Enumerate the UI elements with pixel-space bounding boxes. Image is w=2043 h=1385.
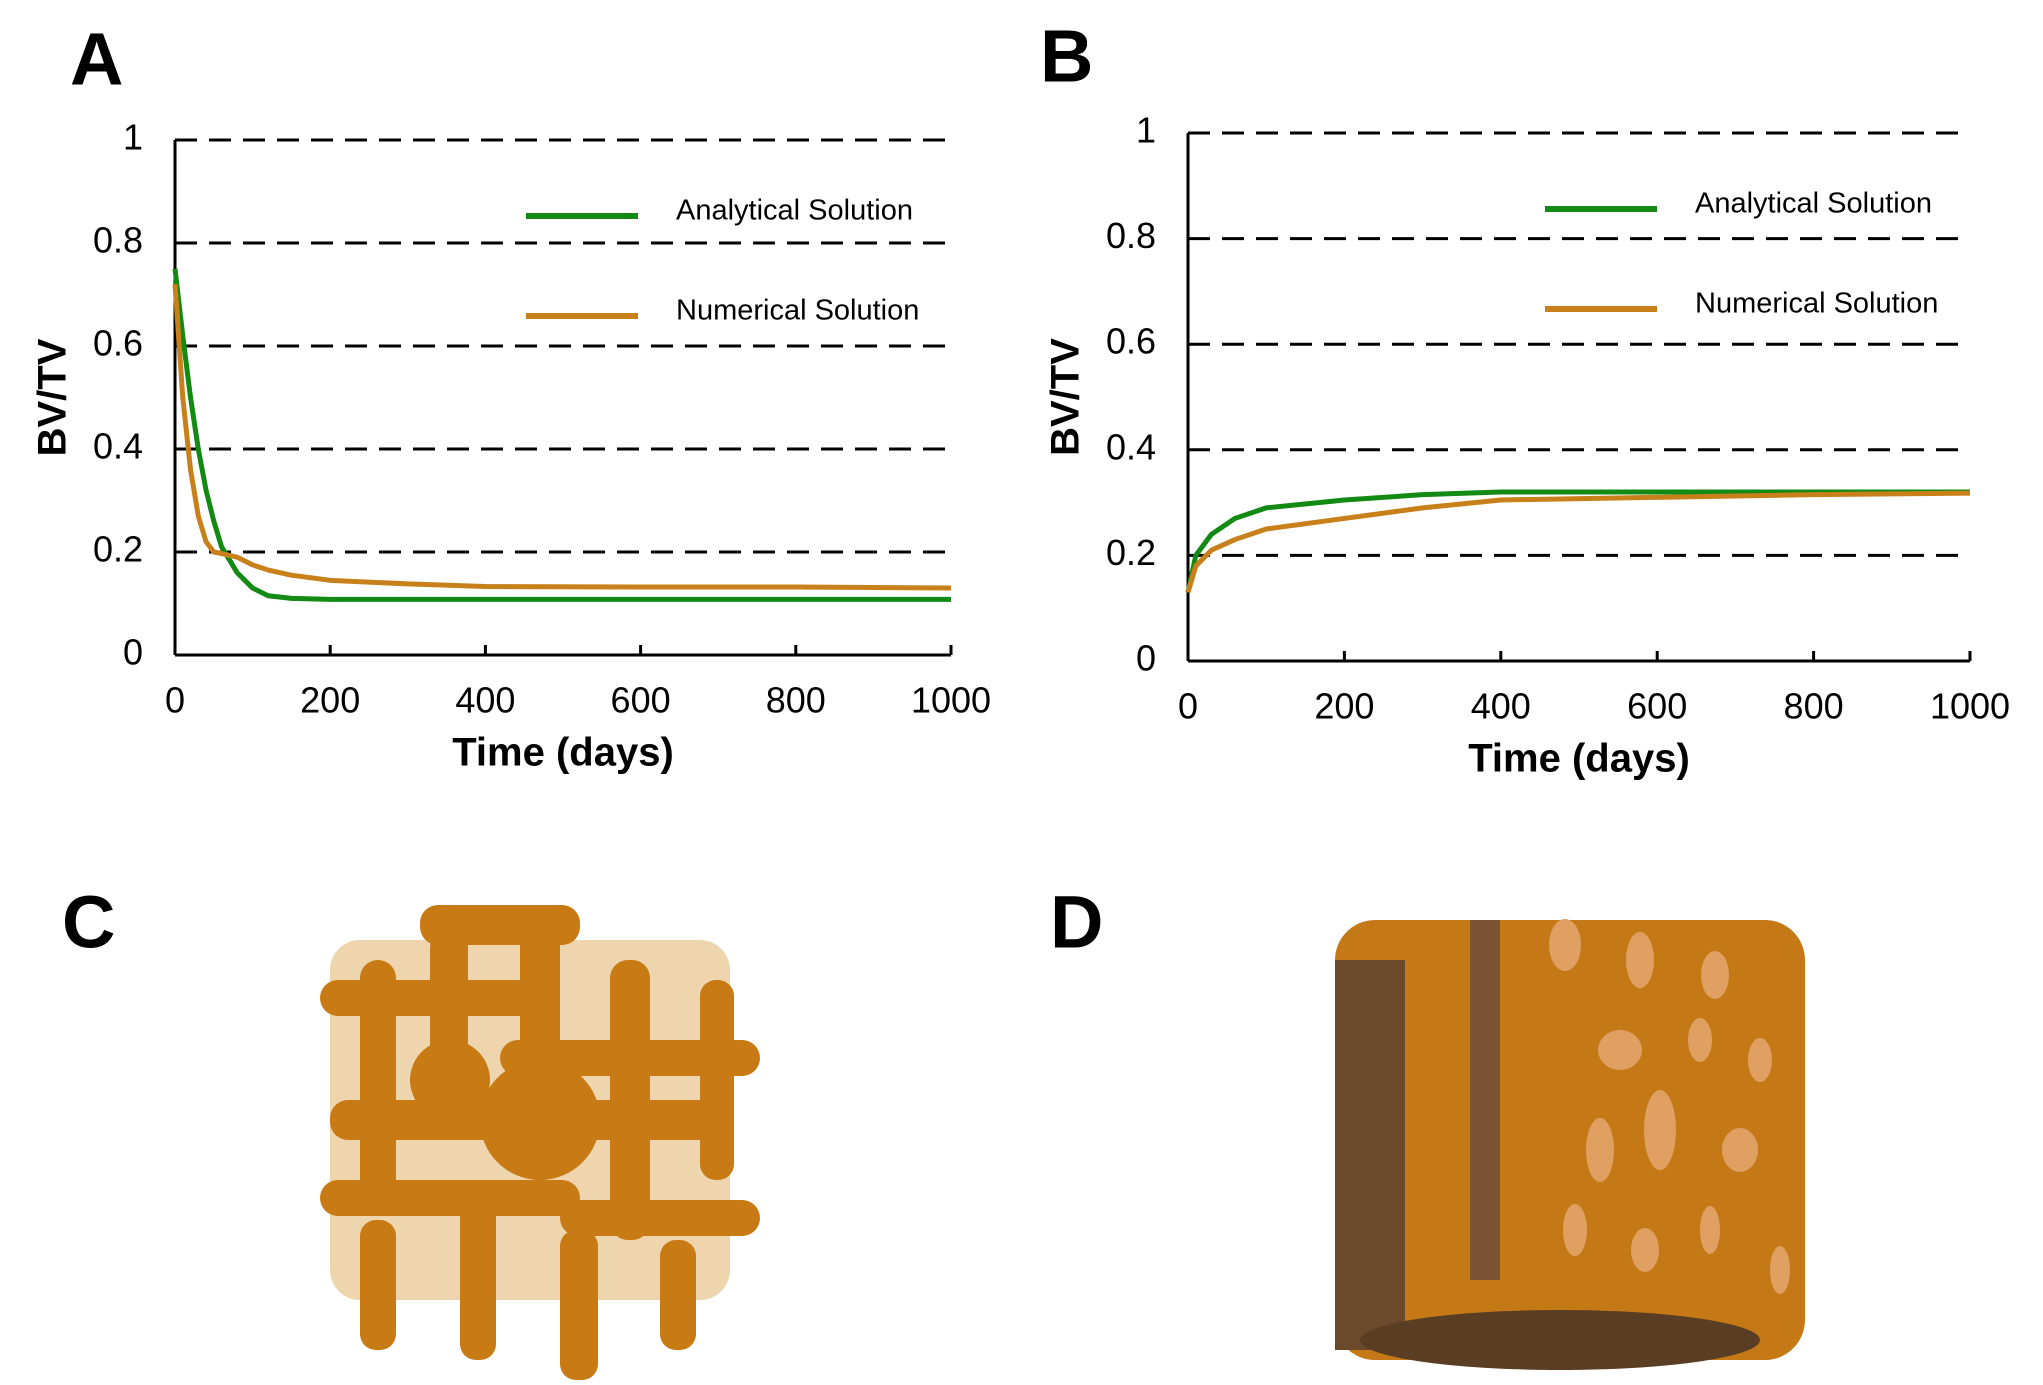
y-tick-label: 1	[1136, 110, 1156, 151]
y-tick-label: 0.8	[1106, 215, 1156, 256]
y-tick-label: 0.2	[1106, 532, 1156, 573]
legend-label: Numerical Solution	[676, 295, 919, 327]
x-axis-title: Time (days)	[1468, 737, 1690, 781]
legend-label: Analytical Solution	[1695, 188, 1932, 220]
x-tick-label: 200	[1314, 686, 1374, 727]
x-tick-label: 600	[1627, 686, 1687, 727]
legend-label: Numerical Solution	[1695, 288, 1938, 320]
legend-label: Analytical Solution	[676, 195, 913, 227]
y-tick-label: 0	[123, 632, 143, 673]
y-tick-label: 0.6	[93, 323, 143, 364]
panel-label: B	[1040, 15, 1093, 98]
data-line	[1188, 493, 1970, 592]
data-line	[1188, 492, 1970, 592]
x-tick-label: 800	[766, 680, 826, 721]
x-tick-label: 1000	[911, 680, 991, 721]
panel-label: A	[70, 18, 123, 101]
x-tick-label: 200	[300, 680, 360, 721]
y-tick-label: 0.4	[1106, 426, 1156, 467]
x-tick-label: 400	[455, 680, 515, 721]
y-tick-label: 0.4	[93, 426, 143, 467]
y-tick-label: 0.2	[93, 529, 143, 570]
x-tick-label: 400	[1471, 686, 1531, 727]
x-tick-label: 0	[1178, 686, 1198, 727]
y-axis-title: BV/TV	[31, 338, 75, 456]
x-tick-label: 1000	[1930, 686, 2010, 727]
x-axis-title: Time (days)	[452, 731, 674, 775]
y-tick-label: 1	[123, 117, 143, 158]
y-tick-label: 0.8	[93, 220, 143, 261]
x-tick-label: 800	[1784, 686, 1844, 727]
render-c	[320, 905, 760, 1380]
y-tick-label: 0.6	[1106, 321, 1156, 362]
data-line	[175, 284, 951, 588]
panel-label: D	[1050, 881, 1103, 964]
x-tick-label: 600	[611, 680, 671, 721]
y-tick-label: 0	[1136, 638, 1156, 679]
figure: A B C D	[0, 0, 2043, 1385]
render-d	[1335, 919, 1805, 1370]
x-tick-label: 0	[165, 680, 185, 721]
panel-label: C	[62, 881, 115, 964]
y-axis-title: BV/TV	[1044, 338, 1088, 456]
